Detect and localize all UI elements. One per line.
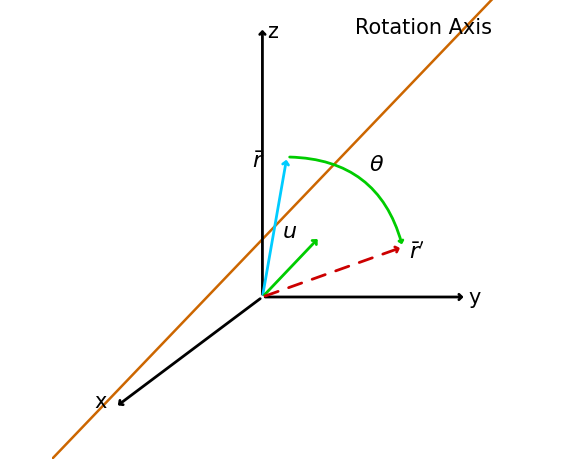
Text: $\bar{r}$: $\bar{r}$ bbox=[252, 151, 264, 172]
Text: Rotation Axis: Rotation Axis bbox=[355, 18, 492, 38]
Text: $u$: $u$ bbox=[281, 222, 297, 241]
Text: $\theta$: $\theta$ bbox=[369, 155, 384, 174]
Text: $\bar{r}'$: $\bar{r}'$ bbox=[409, 241, 425, 262]
Text: y: y bbox=[468, 287, 481, 308]
Text: z: z bbox=[267, 22, 277, 42]
Text: x: x bbox=[95, 391, 107, 411]
FancyArrowPatch shape bbox=[290, 158, 403, 243]
